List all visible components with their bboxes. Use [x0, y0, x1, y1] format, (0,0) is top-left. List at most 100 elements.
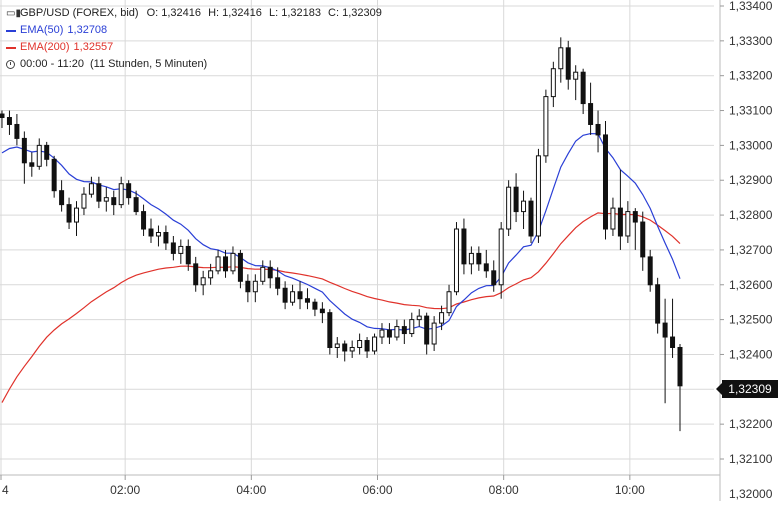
candle [476, 246, 482, 271]
candle [178, 239, 184, 264]
x-tick-label: 10:00 [615, 483, 645, 497]
candle [215, 249, 221, 275]
candle-body [81, 193, 87, 209]
candle-body [573, 71, 579, 80]
candle [260, 260, 266, 285]
candle-body [521, 200, 527, 213]
candle-body [304, 298, 310, 303]
candle-body [632, 211, 638, 223]
candle [565, 40, 571, 90]
candle [148, 218, 154, 243]
candle [252, 274, 258, 303]
x-tick-label: 02:00 [110, 483, 140, 497]
ema200-value: 1,32557 [73, 41, 114, 53]
legend-ema50-row[interactable]: EMA(50) 1,32708 [6, 22, 386, 39]
candle [550, 61, 556, 108]
candle [483, 249, 489, 278]
candle [521, 190, 527, 230]
candle [304, 288, 310, 310]
y-tick-label: 1,32200 [729, 417, 773, 431]
candle-body [290, 291, 296, 303]
candle-body [535, 155, 541, 237]
candle-body [386, 329, 392, 338]
candle-body [88, 183, 94, 195]
candle-body [588, 103, 594, 125]
candle-body [200, 277, 206, 286]
candle [573, 65, 579, 101]
candle-body [446, 291, 452, 314]
candle [513, 173, 519, 223]
clock-icon [6, 60, 15, 69]
candle-body [424, 315, 430, 345]
y-tick-label: 1,32700 [729, 243, 773, 257]
x-tick-label: 4 [2, 483, 9, 497]
open-value: O: 1,32416 [146, 7, 202, 19]
candle-body [625, 211, 631, 237]
candle-body [282, 287, 288, 303]
candlestick-icon[interactable]: ▭▮ [6, 8, 21, 19]
candle [96, 176, 102, 209]
candle [588, 82, 594, 135]
candle [223, 249, 229, 278]
candle [0, 110, 5, 128]
candle-body [364, 340, 370, 352]
candle [6, 110, 12, 135]
candle-body [66, 204, 72, 223]
candle [275, 267, 281, 296]
candle-body [223, 256, 229, 272]
candle [21, 131, 27, 184]
candle [133, 190, 139, 216]
candle [558, 37, 564, 83]
candle-body [312, 301, 318, 310]
candle [595, 110, 601, 153]
candle [431, 316, 437, 351]
candle-body [103, 197, 109, 202]
legend-instrument-row: ▭▮ GBP/USD (FOREX, bid) O: 1,32416 H: 1,… [6, 5, 386, 22]
candle-body [483, 263, 489, 272]
candle-body [252, 280, 258, 293]
candle [208, 263, 214, 285]
low-value: L: 1,32183 [268, 7, 321, 19]
instrument-name: GBP/USD (FOREX, bid) [20, 7, 139, 19]
candle [401, 319, 407, 345]
candle [155, 225, 161, 247]
candle [230, 246, 236, 275]
candle [267, 260, 273, 289]
candle [617, 169, 623, 250]
candle-body [44, 144, 50, 160]
candle-body [662, 322, 668, 338]
candle-body [14, 123, 20, 139]
candle [655, 277, 661, 334]
candle-body [468, 252, 474, 265]
candle [74, 201, 80, 236]
time-duration: (11 Stunden, 5 Minuten) [90, 58, 208, 70]
candle-body [357, 340, 363, 348]
candle [200, 270, 206, 296]
x-tick-label: 08:00 [489, 483, 519, 497]
time-range: 00:00 - 11:20 [20, 58, 85, 70]
candle [193, 256, 199, 292]
candle [394, 319, 400, 341]
candle-body [342, 343, 348, 352]
y-tick-label: 1,32900 [729, 173, 773, 187]
ema50-line-group [1, 132, 681, 331]
candle-body [610, 207, 616, 230]
ema50-label: EMA(50) [20, 24, 64, 36]
candle [498, 222, 504, 299]
candle [535, 148, 541, 243]
candle-body [51, 158, 57, 192]
candle [163, 225, 169, 250]
candle [424, 312, 430, 355]
candle-body [550, 68, 556, 98]
candle [386, 323, 392, 345]
legend-ema200-row[interactable]: EMA(200) 1,32557 [6, 39, 386, 56]
candle-body [372, 336, 378, 352]
ema50-line [1, 132, 681, 331]
y-tick-label: 1,32800 [729, 208, 773, 222]
candle [342, 340, 348, 362]
candle-body [29, 162, 35, 167]
candle-body [275, 277, 281, 289]
candle-body [513, 186, 519, 213]
